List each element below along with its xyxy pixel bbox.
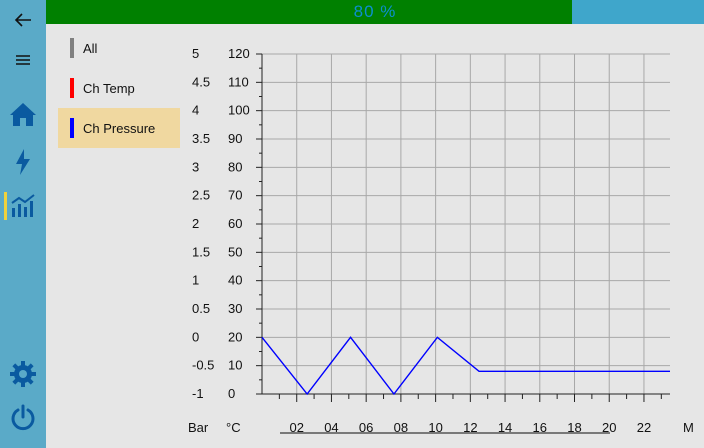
time-tick-label: 04 [324, 420, 338, 435]
hamburger-menu-icon [16, 55, 30, 65]
time-unit-label: M [683, 420, 694, 435]
temp-tick-label: 40 [228, 273, 242, 288]
channel-color-swatch [70, 118, 74, 138]
pressure-tick-label: 2 [192, 216, 199, 231]
temp-tick-label: 90 [228, 131, 242, 146]
pressure-tick-label: 0.5 [192, 301, 210, 316]
channel-label: Ch Temp [83, 81, 135, 96]
time-tick-label: 20 [602, 420, 616, 435]
channel-temp[interactable]: Ch Temp [58, 68, 180, 108]
time-tick-label: 10 [428, 420, 442, 435]
lightning-bolt-icon [16, 149, 30, 175]
temp-tick-label: 10 [228, 358, 242, 373]
pressure-tick-label: 4 [192, 103, 199, 118]
pressure-tick-label: 2.5 [192, 188, 210, 203]
shutdown-button[interactable] [0, 398, 46, 438]
power-icon [11, 404, 35, 431]
channel-all[interactable]: All [58, 28, 180, 68]
time-tick-label: 16 [533, 420, 547, 435]
back-button[interactable] [0, 0, 46, 40]
time-tick-label: 22 [637, 420, 651, 435]
series-line-pressure [261, 336, 670, 396]
pressure-tick-label: 1 [192, 273, 199, 288]
temp-tick-label: 50 [228, 244, 242, 259]
pressure-tick-label: 0 [192, 329, 199, 344]
temp-tick-label: 20 [228, 329, 242, 344]
temp-tick-label: 60 [228, 216, 242, 231]
time-tick-label: 08 [394, 420, 408, 435]
temp-tick-label: 80 [228, 159, 242, 174]
temp-tick-label: 70 [228, 188, 242, 203]
pressure-tick-label: 1.5 [192, 244, 210, 259]
time-tick-label: 14 [498, 420, 512, 435]
channel-list: All Ch Temp Ch Pressure [58, 28, 180, 148]
pressure-tick-label: 3 [192, 159, 199, 174]
progress-bar: 80 % [46, 0, 704, 24]
pressure-tick-label: 3.5 [192, 131, 210, 146]
time-tick-label: 02 [289, 420, 303, 435]
bar-chart-icon [11, 194, 35, 217]
pressure-tick-label: -1 [192, 386, 204, 401]
gear-icon [10, 361, 36, 387]
temp-tick-label: 0 [228, 386, 235, 401]
temp-tick-label: 30 [228, 301, 242, 316]
menu-button[interactable] [0, 40, 46, 80]
progress-fill [46, 0, 573, 24]
power-readings-button[interactable] [0, 142, 46, 182]
progress-label: 80 % [353, 2, 397, 21]
channel-pressure[interactable]: Ch Pressure [58, 108, 180, 148]
home-button[interactable] [0, 94, 46, 134]
home-icon [10, 103, 36, 126]
channel-color-swatch [70, 78, 74, 98]
temp-tick-label: 100 [228, 103, 250, 118]
time-tick-label: 18 [567, 420, 581, 435]
temp-tick-label: 110 [228, 74, 249, 89]
pressure-tick-label: 5 [192, 46, 199, 61]
pressure-tick-label: 4.5 [192, 74, 210, 89]
active-indicator [4, 192, 7, 220]
time-tick-label: 12 [463, 420, 477, 435]
pressure-tick-label: -0.5 [192, 358, 214, 373]
back-arrow-icon [14, 13, 31, 27]
charts-button[interactable] [0, 186, 46, 226]
time-tick-label: 06 [359, 420, 373, 435]
channel-color-swatch [70, 38, 74, 58]
settings-button[interactable] [0, 354, 46, 394]
navigation-sidebar [0, 0, 46, 448]
pressure-unit-label: Bar [188, 420, 209, 435]
channel-label: All [83, 41, 98, 56]
channel-label: Ch Pressure [83, 121, 156, 136]
temp-tick-label: 120 [228, 46, 250, 61]
temp-unit-label: °C [226, 420, 241, 435]
